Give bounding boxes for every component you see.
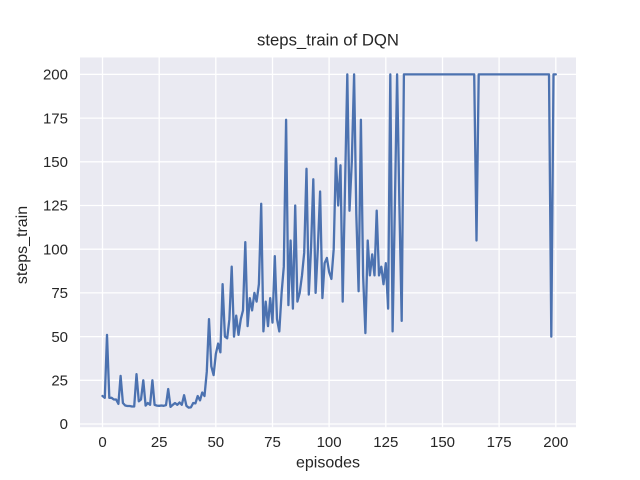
svg-text:100: 100 — [43, 241, 68, 258]
svg-text:steps_train: steps_train — [14, 206, 31, 284]
svg-text:150: 150 — [430, 434, 455, 451]
svg-text:episodes: episodes — [296, 455, 360, 472]
svg-text:175: 175 — [43, 110, 68, 127]
svg-text:75: 75 — [51, 285, 68, 302]
svg-text:25: 25 — [151, 434, 168, 451]
svg-text:200: 200 — [543, 434, 568, 451]
svg-text:50: 50 — [207, 434, 224, 451]
svg-text:0: 0 — [98, 434, 106, 451]
svg-text:50: 50 — [51, 329, 68, 346]
svg-text:steps_train of DQN: steps_train of DQN — [257, 31, 399, 50]
svg-text:75: 75 — [264, 434, 281, 451]
svg-text:0: 0 — [60, 416, 68, 433]
svg-text:150: 150 — [43, 154, 68, 171]
svg-text:200: 200 — [43, 67, 68, 84]
svg-text:100: 100 — [317, 434, 342, 451]
svg-text:125: 125 — [373, 434, 398, 451]
svg-text:25: 25 — [51, 373, 68, 390]
svg-text:125: 125 — [43, 198, 68, 215]
svg-text:175: 175 — [487, 434, 512, 451]
